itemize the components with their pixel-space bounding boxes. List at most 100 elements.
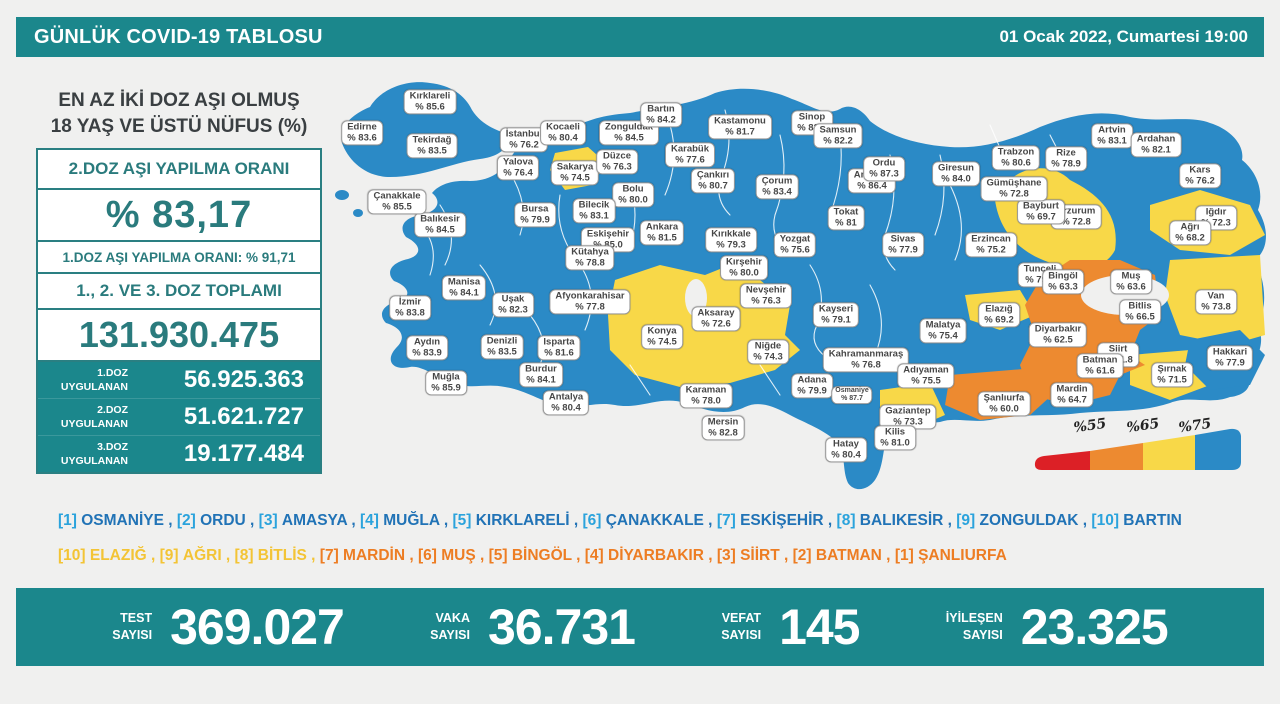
province-label: Kütahya% 78.8 — [565, 245, 615, 271]
rank-province-name: ŞANLIURFA — [918, 547, 1007, 564]
rank-number: [10] — [58, 547, 90, 564]
rank-number: [6] — [417, 547, 442, 564]
rank-province-name: BALIKESİR , — [859, 512, 957, 529]
dose-row-label: 3.DOZ UYGULANAN — [60, 440, 128, 467]
province-label: Kırklareli% 85.6 — [403, 89, 457, 115]
province-label: Erzincan% 75.2 — [965, 232, 1017, 258]
rank-province-name: BİTLİS , — [257, 547, 320, 564]
stat-value: 36.731 — [488, 599, 636, 655]
rank-province-name: ELAZIĞ , — [89, 547, 160, 564]
province-label: Rize% 78.9 — [1045, 146, 1087, 172]
rank-number: [7] — [716, 512, 741, 529]
province-label: Bilecik% 83.1 — [572, 198, 616, 224]
stat-group: TEST SAYISI 369.027 — [112, 598, 345, 656]
province-label: Antalya% 80.4 — [542, 390, 590, 416]
province-label: Karaman% 78.0 — [679, 383, 733, 409]
dose2-rate-label: 2.DOZ AŞI YAPILMA ORANI — [38, 150, 320, 190]
province-label: Malatya% 75.4 — [919, 318, 967, 344]
province-label: Şanlıurfa% 60.0 — [977, 391, 1031, 417]
rank-number: [6] — [582, 512, 606, 529]
province-label: Muş% 63.6 — [1110, 269, 1152, 295]
rank-province-name: DİYARBAKIR , — [608, 547, 717, 564]
rank-province-name: ÇANAKKALE , — [605, 512, 717, 529]
page-title: GÜNLÜK COVID-19 TABLOSU — [34, 25, 323, 48]
province-label: Nevşehir% 76.3 — [739, 283, 793, 309]
province-label: Bingöl% 63.3 — [1042, 269, 1084, 295]
dose-row: 1.DOZ UYGULANAN 56.925.363 — [38, 362, 320, 399]
dose-row-label: 2.DOZ UYGULANAN — [60, 403, 128, 430]
province-label: Hakkari% 77.9 — [1206, 345, 1254, 371]
province-label: Tekirdağ% 83.5 — [406, 133, 458, 159]
dose-row-value: 56.925.363 — [183, 366, 304, 393]
stat-label: TEST SAYISI — [112, 610, 153, 643]
province-label: Bartın% 84.2 — [640, 102, 682, 128]
province-label: Kilis% 81.0 — [874, 425, 916, 451]
province-label: Mardin% 64.7 — [1050, 382, 1094, 408]
panel-heading-line1: EN AZ İKİ DOZ AŞI OLMUŞ — [58, 90, 300, 111]
best-provinces-list: [1] OSMANİYE , [2] ORDU , [3] AMASYA , [… — [58, 512, 1182, 530]
stat-value: 23.325 — [1020, 599, 1169, 655]
rank-province-name: MUŞ , — [441, 547, 489, 564]
province-label: Çankırı% 80.7 — [690, 168, 736, 194]
stat-value: 369.027 — [170, 599, 345, 655]
dose2-rate-value: % 83,17 — [38, 190, 320, 242]
province-label: Muğla% 85.9 — [425, 370, 467, 396]
header-date: 01 Ocak 2022, Cumartesi 19:00 — [999, 27, 1248, 46]
total-doses-label: 1., 2. VE 3. DOZ TOPLAMI — [38, 274, 320, 310]
province-label: Konya% 74.5 — [641, 324, 683, 350]
dose-table: 1.DOZ UYGULANAN 56.925.363 2.DOZ UYGULANAN 51… — [38, 362, 320, 472]
province-label: Diyarbakır% 62.5 — [1028, 322, 1088, 348]
stat-group: VEFAT SAYISI 145 — [721, 598, 860, 656]
rank-province-name: KIRKLARELİ , — [475, 512, 583, 529]
rank-number: [10] — [1091, 512, 1124, 529]
turkey-map: Kırklareli% 85.6 Edirne% 83.6 Tekirdağ% 83… — [330, 65, 1270, 490]
rank-province-name: BARTIN — [1123, 512, 1182, 529]
province-label: Karabük% 77.6 — [664, 142, 716, 168]
province-label: Bayburt% 69.7 — [1017, 199, 1065, 225]
province-label: Yalova% 76.4 — [496, 155, 540, 181]
province-label: Ordu% 87.3 — [863, 156, 905, 182]
rank-province-name: ESKİŞEHİR , — [740, 512, 837, 529]
rank-number: [7] — [319, 547, 344, 564]
province-label: Tokat% 81 — [827, 205, 865, 231]
rank-number: [4] — [584, 547, 609, 564]
province-label: Ağrı% 68.2 — [1169, 220, 1211, 246]
stat-value: 145 — [779, 599, 860, 655]
rank-number: [8] — [234, 547, 258, 564]
province-label: Isparta% 81.6 — [537, 335, 581, 361]
rank-number: [9] — [956, 512, 980, 529]
province-label: Hatay% 80.4 — [825, 437, 867, 463]
province-label: Kahramanmaraş% 76.8 — [822, 347, 910, 373]
stat-group: VAKA SAYISI 36.731 — [430, 598, 636, 656]
province-label: Denizli% 83.5 — [480, 334, 524, 360]
stat-label: İYİLEŞEN SAYISI — [945, 610, 1003, 643]
province-label: Van% 73.8 — [1195, 289, 1237, 315]
panel-heading: EN AZ İKİ DOZ AŞI OLMUŞ 18 YAŞ VE ÜSTÜ N… — [36, 88, 322, 139]
total-doses-value: 131.930.475 — [38, 310, 320, 362]
province-label: Afyonkarahisar% 77.8 — [549, 289, 631, 315]
rank-province-name: MARDİN , — [343, 547, 418, 564]
province-label: Şırnak% 71.5 — [1151, 362, 1193, 388]
stat-label: VAKA SAYISI — [430, 610, 470, 643]
dose-row: 2.DOZ UYGULANAN 51.621.727 — [38, 399, 320, 436]
daily-stats-bar: TEST SAYISI 369.027 VAKA SAYISI 36.731 VEFAT SA… — [16, 588, 1264, 666]
province-label: Balıkesir% 84.5 — [414, 212, 466, 238]
province-label: Mersin% 82.8 — [701, 415, 745, 441]
province-label: Yozgat% 75.6 — [773, 232, 817, 258]
dose-row-value: 51.621.727 — [183, 403, 304, 430]
province-label: Kırşehir% 80.0 — [720, 255, 768, 281]
province-label: Zonguldak% 84.5 — [598, 120, 660, 146]
province-label: Düzce% 76.3 — [596, 149, 638, 175]
province-label: Sakarya% 74.5 — [550, 160, 600, 186]
rank-number: [3] — [258, 512, 282, 529]
province-label: Ardahan% 82.1 — [1130, 132, 1182, 158]
province-label: İzmir% 83.8 — [389, 295, 431, 321]
province-label: Kocaeli% 80.4 — [540, 120, 586, 146]
province-label: Bitlis% 66.5 — [1119, 299, 1161, 325]
rank-number: [1] — [894, 547, 919, 564]
province-label: Ankara% 81.5 — [639, 220, 685, 246]
province-label: Uşak% 82.3 — [492, 292, 534, 318]
rank-province-name: ORDU , — [200, 512, 259, 529]
province-label: Edirne% 83.6 — [341, 120, 383, 146]
province-label: Aksaray% 72.6 — [691, 306, 741, 332]
